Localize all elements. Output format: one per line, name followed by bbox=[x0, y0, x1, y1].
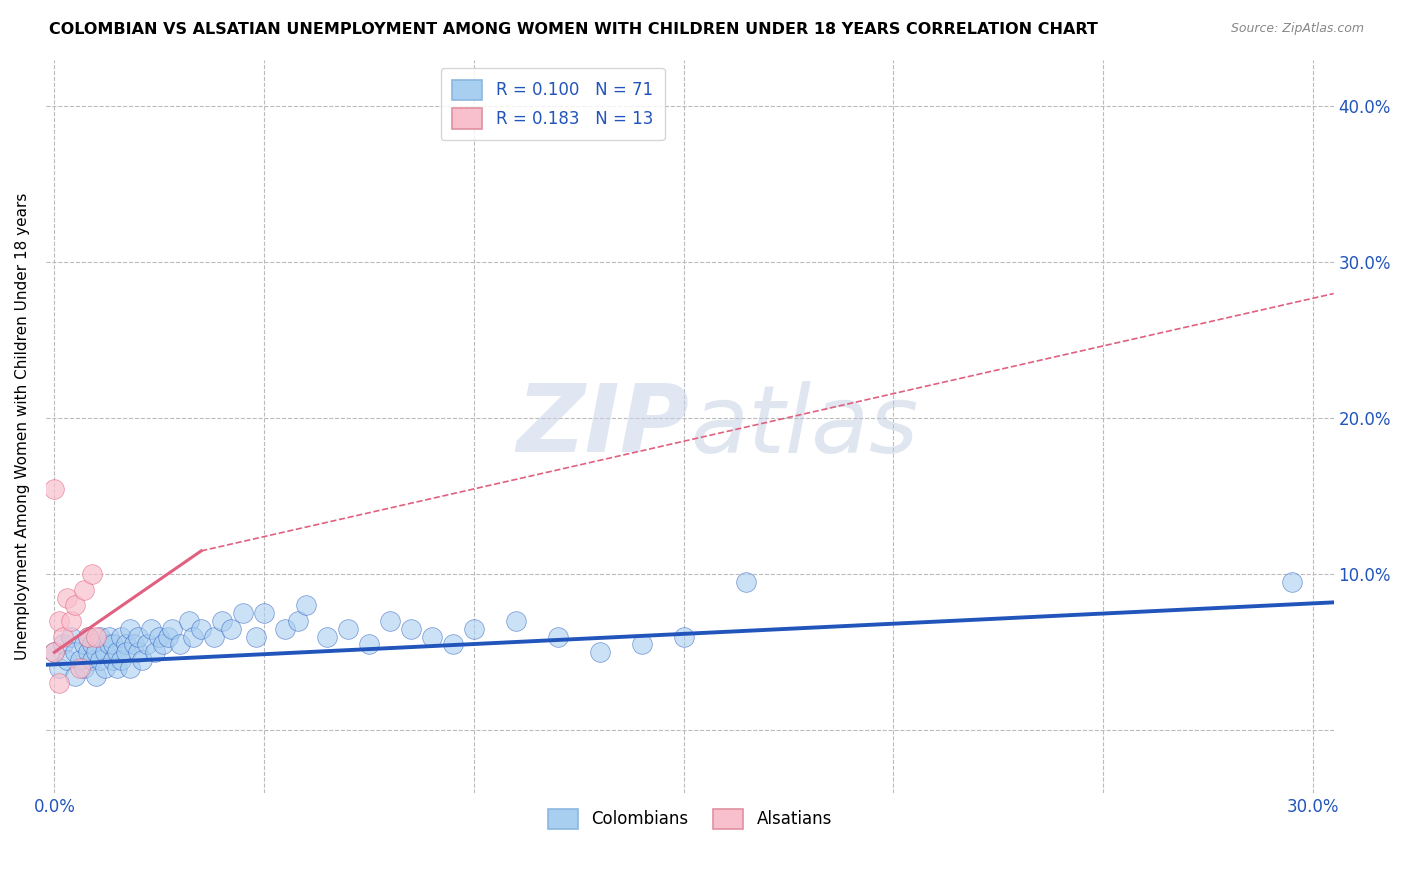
Point bbox=[399, 622, 422, 636]
Point bbox=[44, 645, 66, 659]
Point bbox=[105, 645, 128, 659]
Point bbox=[735, 575, 758, 590]
Point bbox=[73, 661, 96, 675]
Point bbox=[118, 622, 141, 636]
Point bbox=[56, 591, 79, 605]
Point bbox=[143, 645, 166, 659]
Point bbox=[131, 653, 153, 667]
Point bbox=[101, 638, 124, 652]
Point bbox=[93, 645, 115, 659]
Point bbox=[336, 622, 359, 636]
Point bbox=[181, 630, 204, 644]
Point bbox=[156, 630, 179, 644]
Point bbox=[48, 676, 70, 690]
Point bbox=[89, 630, 111, 644]
Point bbox=[69, 661, 91, 675]
Point bbox=[127, 645, 149, 659]
Point bbox=[441, 638, 464, 652]
Point bbox=[65, 599, 87, 613]
Point bbox=[139, 622, 162, 636]
Point bbox=[60, 630, 83, 644]
Point bbox=[152, 638, 174, 652]
Point bbox=[52, 638, 75, 652]
Point bbox=[295, 599, 318, 613]
Point bbox=[48, 614, 70, 628]
Point bbox=[89, 653, 111, 667]
Point bbox=[1281, 575, 1303, 590]
Point bbox=[82, 653, 104, 667]
Point bbox=[177, 614, 200, 628]
Point bbox=[97, 638, 120, 652]
Y-axis label: Unemployment Among Women with Children Under 18 years: Unemployment Among Women with Children U… bbox=[15, 193, 30, 660]
Point bbox=[118, 661, 141, 675]
Point bbox=[82, 638, 104, 652]
Point bbox=[77, 630, 100, 644]
Point bbox=[316, 630, 339, 644]
Point bbox=[73, 582, 96, 597]
Point bbox=[190, 622, 212, 636]
Point bbox=[219, 622, 242, 636]
Point bbox=[77, 645, 100, 659]
Point bbox=[148, 630, 170, 644]
Point bbox=[48, 661, 70, 675]
Text: ZIP: ZIP bbox=[517, 380, 690, 472]
Point bbox=[110, 653, 132, 667]
Point bbox=[505, 614, 527, 628]
Point bbox=[101, 653, 124, 667]
Point bbox=[630, 638, 652, 652]
Point bbox=[274, 622, 297, 636]
Point bbox=[122, 638, 145, 652]
Text: COLOMBIAN VS ALSATIAN UNEMPLOYMENT AMONG WOMEN WITH CHILDREN UNDER 18 YEARS CORR: COLOMBIAN VS ALSATIAN UNEMPLOYMENT AMONG… bbox=[49, 22, 1098, 37]
Point bbox=[97, 630, 120, 644]
Point bbox=[84, 630, 107, 644]
Point bbox=[253, 607, 276, 621]
Point bbox=[44, 645, 66, 659]
Point bbox=[65, 645, 87, 659]
Point bbox=[84, 668, 107, 682]
Point bbox=[160, 622, 183, 636]
Point bbox=[73, 638, 96, 652]
Text: Source: ZipAtlas.com: Source: ZipAtlas.com bbox=[1230, 22, 1364, 36]
Point bbox=[211, 614, 233, 628]
Point bbox=[588, 645, 610, 659]
Point bbox=[44, 482, 66, 496]
Point bbox=[77, 630, 100, 644]
Point bbox=[56, 653, 79, 667]
Point bbox=[127, 630, 149, 644]
Point bbox=[169, 638, 191, 652]
Point bbox=[135, 638, 157, 652]
Legend: Colombians, Alsatians: Colombians, Alsatians bbox=[541, 802, 838, 836]
Text: atlas: atlas bbox=[690, 381, 918, 472]
Point bbox=[202, 630, 225, 644]
Point bbox=[378, 614, 401, 628]
Point bbox=[60, 614, 83, 628]
Point bbox=[93, 661, 115, 675]
Point bbox=[672, 630, 695, 644]
Point bbox=[463, 622, 485, 636]
Point bbox=[420, 630, 443, 644]
Point bbox=[114, 638, 136, 652]
Point bbox=[357, 638, 380, 652]
Point bbox=[245, 630, 267, 644]
Point bbox=[287, 614, 309, 628]
Point bbox=[114, 645, 136, 659]
Point bbox=[110, 630, 132, 644]
Point bbox=[52, 630, 75, 644]
Point bbox=[84, 645, 107, 659]
Point bbox=[69, 653, 91, 667]
Point bbox=[547, 630, 569, 644]
Point bbox=[105, 661, 128, 675]
Point bbox=[65, 668, 87, 682]
Point bbox=[82, 567, 104, 582]
Point bbox=[232, 607, 254, 621]
